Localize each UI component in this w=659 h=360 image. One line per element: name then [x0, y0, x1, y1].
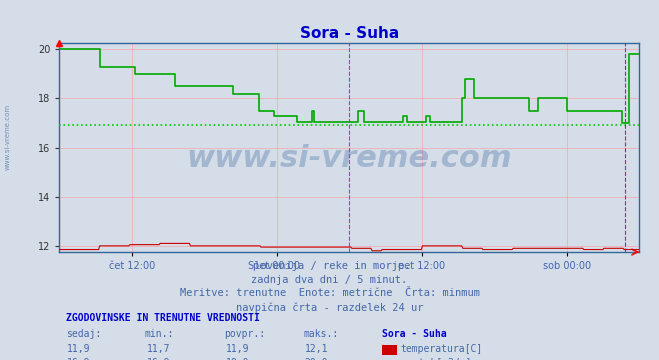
Text: 18,0: 18,0	[225, 358, 249, 360]
Text: sedaj:: sedaj:	[66, 329, 101, 339]
Text: min.:: min.:	[145, 329, 175, 339]
Text: 11,7: 11,7	[146, 344, 170, 354]
Text: ZGODOVINSKE IN TRENUTNE VREDNOSTI: ZGODOVINSKE IN TRENUTNE VREDNOSTI	[66, 313, 260, 323]
Text: 20,0: 20,0	[304, 358, 328, 360]
Text: Sora - Suha: Sora - Suha	[382, 329, 447, 339]
Text: maks.:: maks.:	[303, 329, 338, 339]
Text: povpr.:: povpr.:	[224, 329, 265, 339]
Text: 12,1: 12,1	[304, 344, 328, 354]
Text: navpična črta - razdelek 24 ur: navpična črta - razdelek 24 ur	[236, 302, 423, 312]
Text: www.si-vreme.com: www.si-vreme.com	[186, 144, 512, 172]
Text: 11,9: 11,9	[225, 344, 249, 354]
Text: www.si-vreme.com: www.si-vreme.com	[5, 104, 11, 170]
Text: Meritve: trenutne  Enote: metrične  Črta: minmum: Meritve: trenutne Enote: metrične Črta: …	[179, 288, 480, 298]
Text: 11,9: 11,9	[67, 344, 91, 354]
Text: pretok[m3/s]: pretok[m3/s]	[401, 358, 471, 360]
Text: temperatura[C]: temperatura[C]	[401, 344, 483, 354]
Text: 16,9: 16,9	[67, 358, 91, 360]
Text: zadnja dva dni / 5 minut.: zadnja dva dni / 5 minut.	[251, 275, 408, 285]
Title: Sora - Suha: Sora - Suha	[300, 26, 399, 41]
Text: 16,9: 16,9	[146, 358, 170, 360]
Text: Slovenija / reke in morje.: Slovenija / reke in morje.	[248, 261, 411, 271]
